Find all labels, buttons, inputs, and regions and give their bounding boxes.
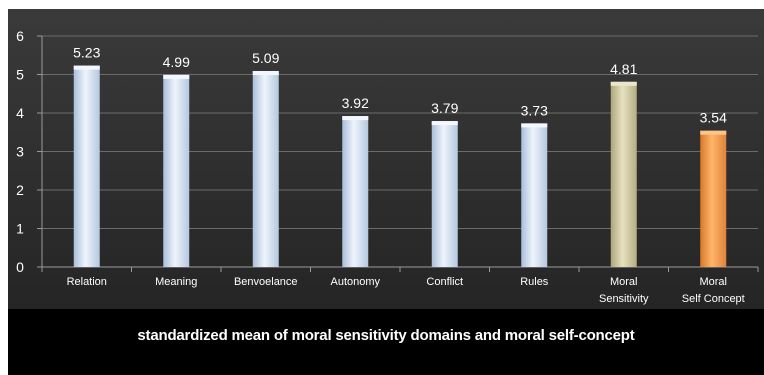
y-tick-label: 3 (16, 144, 24, 160)
bar (431, 121, 458, 268)
plot-area: 0 1 2 3 4 5 6 5.23 Relation 4.99 Meaning 5.09 Benvoe… (8, 9, 764, 309)
x-tick-label: Benvoelance (234, 276, 298, 288)
data-label: 5.09 (252, 50, 279, 66)
bar-top (521, 123, 548, 128)
data-label: 3.54 (700, 110, 727, 126)
bar-top (73, 65, 100, 70)
bar (73, 65, 100, 267)
y-tick-label: 4 (16, 105, 24, 121)
x-axis-title: standardized mean of moral sensitivity d… (137, 327, 635, 344)
x-tick-label: Moral Self Concept (682, 276, 745, 305)
x-tick-label: Autonomy (330, 276, 380, 288)
bar (521, 123, 548, 268)
data-label: 4.81 (610, 61, 637, 77)
data-label: 3.92 (342, 95, 369, 111)
y-tick-label: 1 (16, 221, 24, 237)
x-tick-label: Meaning (155, 276, 197, 288)
y-tick-label: 2 (16, 182, 24, 198)
bar-top (700, 130, 727, 135)
bar (342, 116, 369, 267)
data-label: 5.23 (73, 45, 100, 61)
x-tick-label: Conflict (426, 276, 463, 288)
bar (700, 130, 727, 267)
bar-top (342, 116, 369, 121)
x-tick-label: Moral Sensitivity (599, 276, 649, 305)
bar-top (431, 121, 458, 126)
chart-figure: 0 1 2 3 4 5 6 5.23 Relation 4.99 Meaning 5.09 Benvoe… (8, 9, 764, 375)
data-label: 4.99 (163, 54, 190, 70)
bar (252, 71, 279, 267)
data-label: 3.73 (521, 102, 548, 118)
bar-chart: 0 1 2 3 4 5 6 5.23 Relation 4.99 Meaning 5.09 Benvoe… (16, 28, 759, 305)
bar-top (610, 81, 637, 86)
x-tick-label: Rules (520, 276, 549, 288)
y-tick-label: 5 (16, 67, 24, 83)
bar-top (252, 71, 279, 76)
x-tick-label: Relation (67, 276, 107, 288)
y-tick-label: 0 (16, 259, 24, 275)
bar (163, 74, 190, 267)
y-tick-label: 6 (16, 28, 24, 44)
bar (610, 81, 637, 267)
bar-top (163, 74, 190, 79)
data-label: 3.79 (431, 100, 458, 116)
